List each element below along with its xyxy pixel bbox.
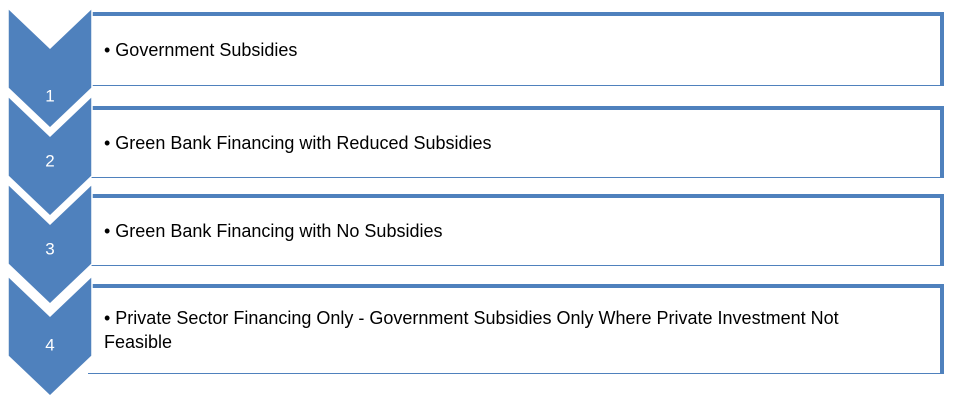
step-box: • Government Subsidies	[88, 12, 944, 86]
step-box: • Private Sector Financing Only - Govern…	[88, 284, 944, 374]
step-box: • Green Bank Financing with Reduced Subs…	[88, 106, 944, 178]
chevron	[7, 6, 93, 130]
step-number: 2	[45, 151, 54, 170]
step-number: 3	[45, 239, 54, 258]
step-box: • Green Bank Financing with No Subsidies	[88, 194, 944, 266]
step-text: • Government Subsidies	[104, 39, 298, 60]
step-text: • Green Bank Financing with No Subsidies	[104, 220, 443, 241]
chevron	[7, 94, 93, 218]
chevron	[7, 274, 93, 398]
step-number: 4	[45, 335, 54, 354]
step-text: • Green Bank Financing with Reduced Subs…	[104, 132, 492, 153]
step-number: 1	[45, 86, 54, 105]
step-text: • Private Sector Financing Only - Govern…	[104, 308, 839, 352]
chevron	[7, 182, 93, 306]
